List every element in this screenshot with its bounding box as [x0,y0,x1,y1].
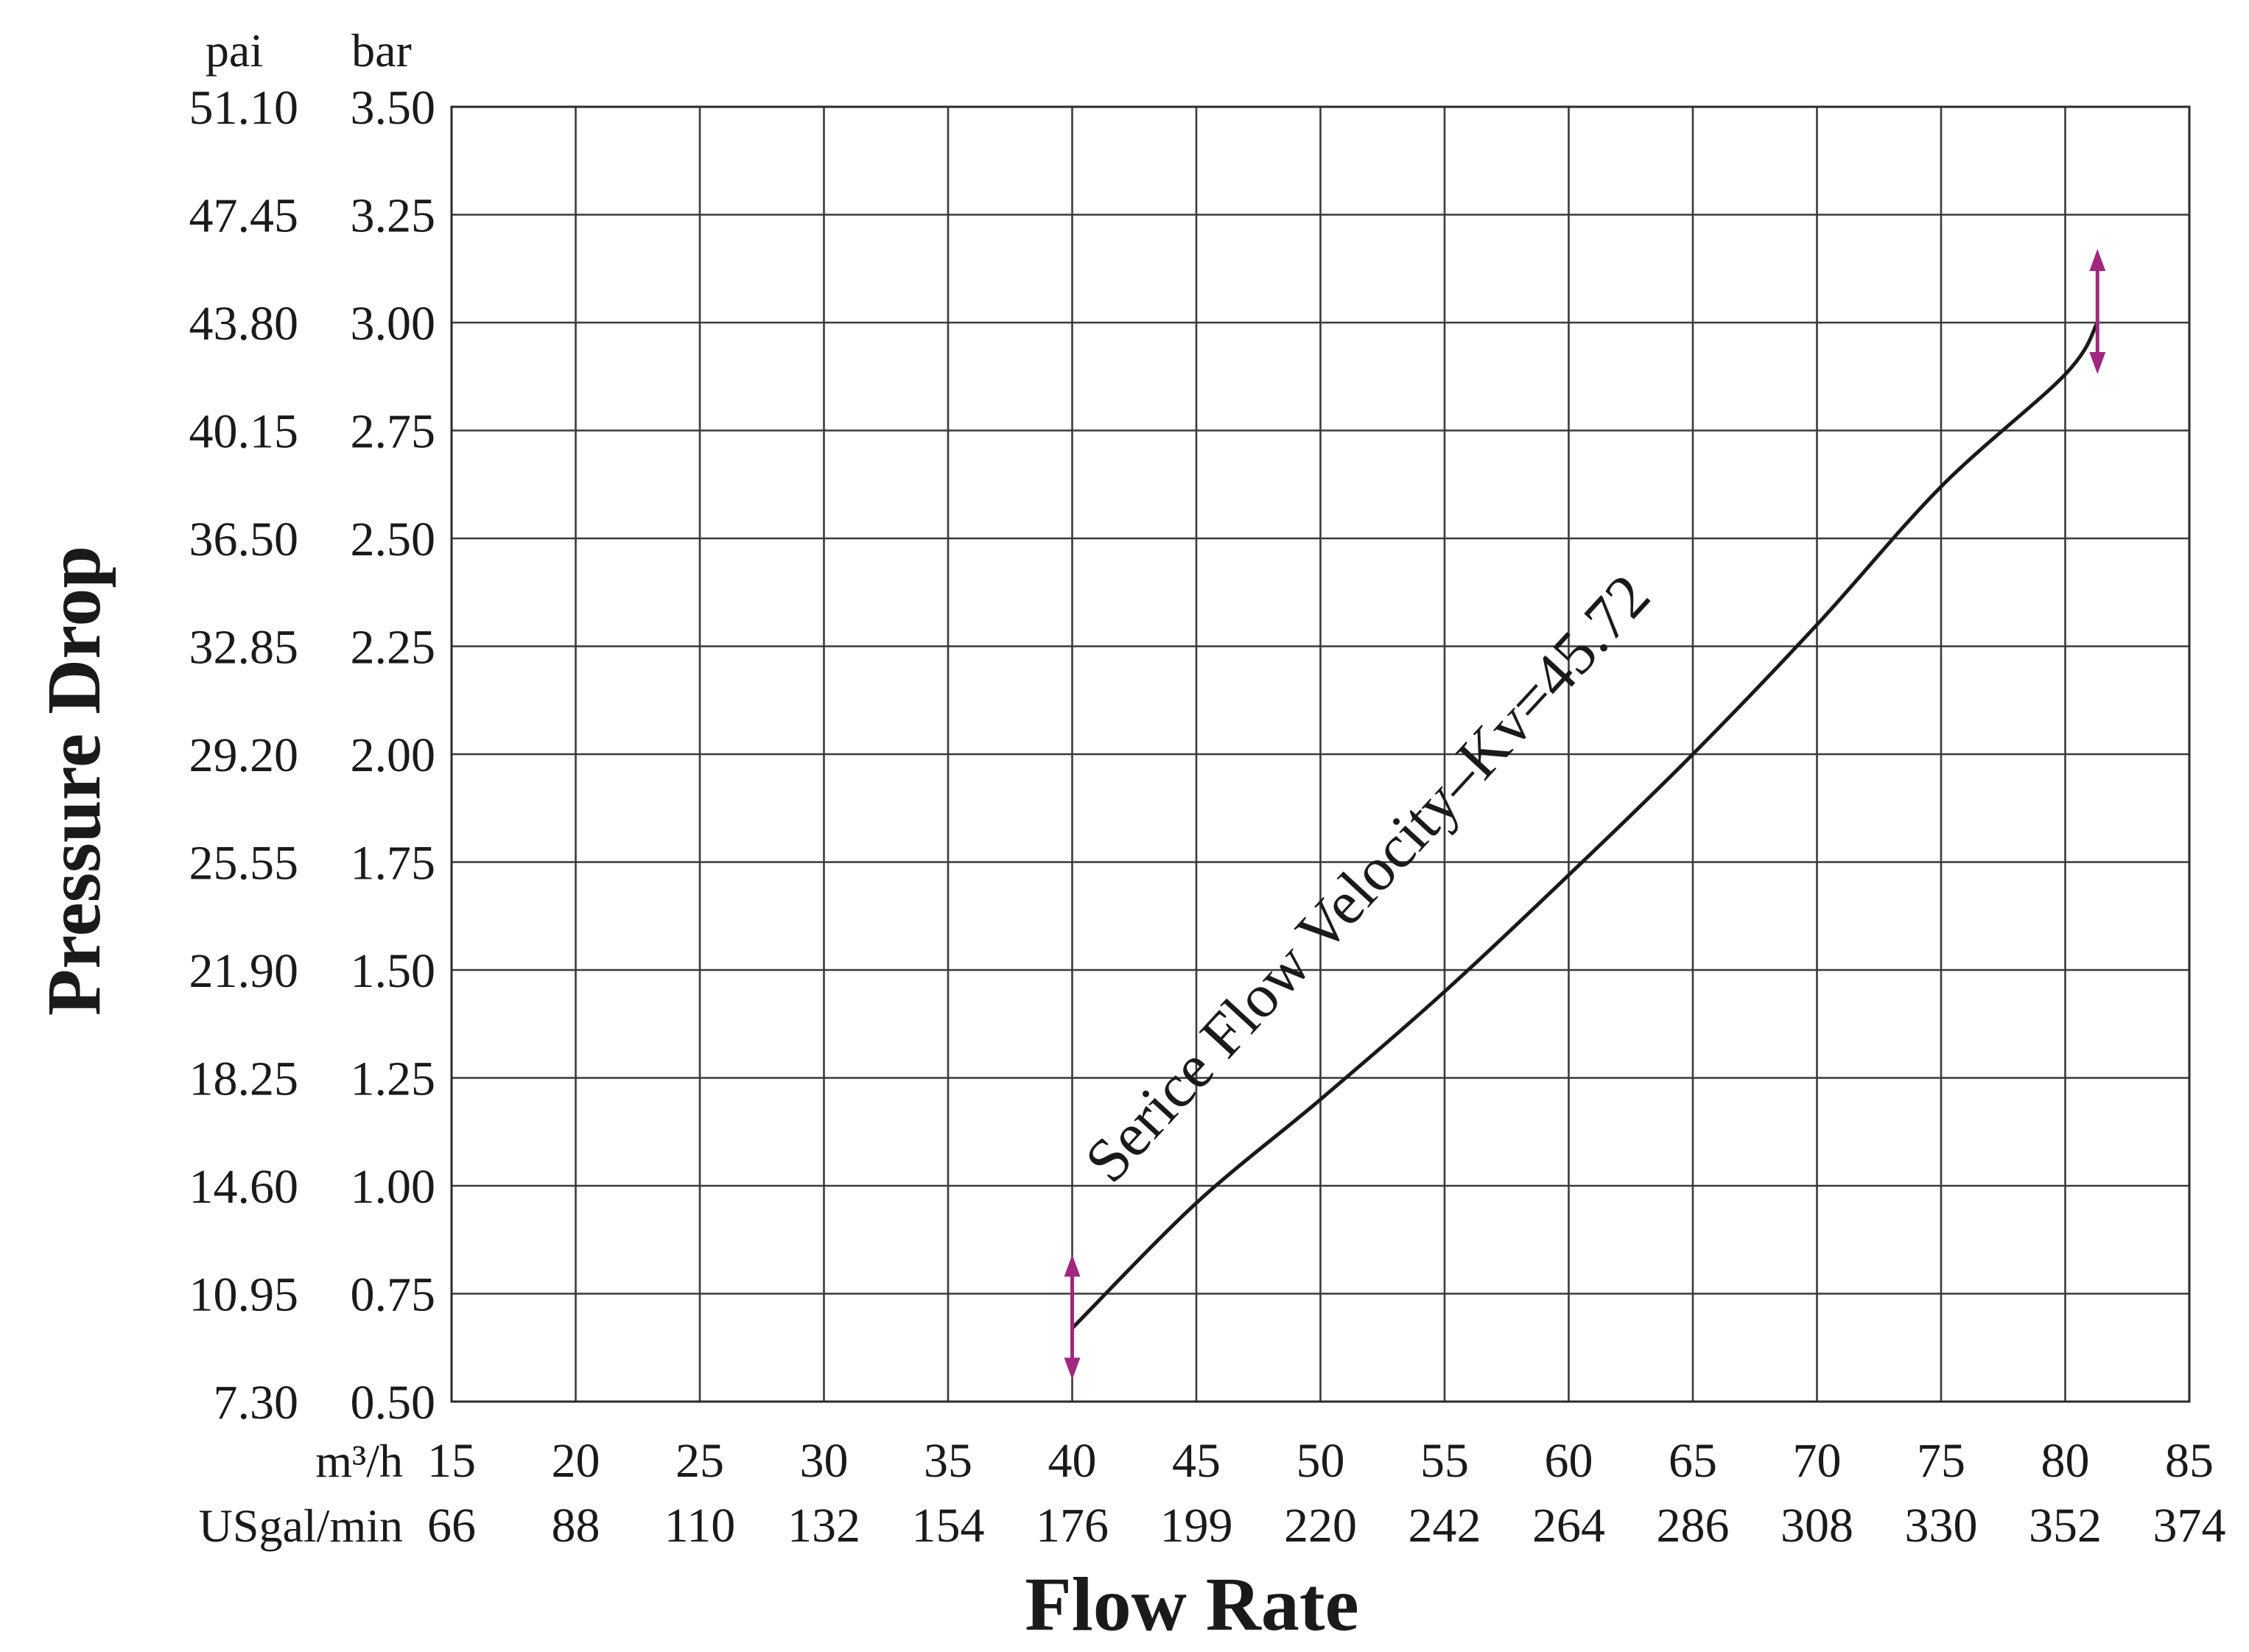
x-tick-label: 65 [1669,1434,1717,1488]
x-tick-label: 132 [787,1499,860,1553]
x-tick-label: 154 [912,1499,985,1553]
x-tick-label: 25 [676,1434,724,1488]
x-axis-title: Flow Rate [1025,1562,1358,1647]
plot-frame [450,105,2191,1403]
x-tick-label: 242 [1408,1499,1481,1553]
y-tick-label: 25.55 [189,837,299,890]
x-axis-unit: USgal/min [199,1500,403,1552]
x-tick-label: 330 [1905,1499,1978,1553]
x-tick-label: 75 [1917,1434,1965,1488]
x-tick-label: 88 [552,1499,600,1553]
y-tick-label: 3.00 [351,297,436,351]
x-tick-label: 60 [1545,1434,1593,1488]
series-line [1070,321,2099,1330]
y-tick-label: 2.00 [351,728,436,782]
y-axis-unit: pai [206,24,263,77]
x-tick-label: 20 [552,1434,600,1488]
grid-lines [450,105,2191,1403]
x-tick-label: 30 [800,1434,849,1488]
y-tick-label: 7.30 [214,1376,299,1430]
range-markers [1064,249,2106,1380]
x-tick-label: 55 [1420,1434,1469,1488]
y-tick-label: 1.25 [351,1052,436,1106]
y-tick-label: 29.20 [189,728,299,782]
x-tick-label: 199 [1160,1499,1233,1553]
y-tick-label: 51.10 [189,81,299,135]
x-tick-label: 85 [2165,1434,2214,1488]
range-marker-arrow [1064,1254,1081,1380]
y-tick-label: 1.75 [351,837,436,890]
axis-units: pai bar m³/h USgal/min [199,24,412,1552]
y-tick-label: 14.60 [189,1160,299,1214]
y-tick-label: 3.25 [351,189,436,243]
x-tick-label: 15 [427,1434,476,1488]
x-axis-unit: m³/h [315,1435,403,1487]
y-tick-label: 3.50 [351,81,436,135]
x-tick-label: 264 [1532,1499,1605,1553]
y-tick-label: 0.75 [351,1268,436,1322]
y-axis-title: Pressure Drop [32,546,116,1016]
y-tick-label: 18.25 [189,1052,299,1106]
y-tick-label: 40.15 [189,405,299,459]
x-tick-label: 176 [1036,1499,1109,1553]
x-tick-label: 352 [2029,1499,2102,1553]
y-tick-label: 0.50 [351,1376,436,1430]
curve-layer [1070,321,2099,1330]
x-tick-label: 40 [1048,1434,1097,1488]
y-tick-label: 2.75 [351,405,436,459]
x-tick-label: 35 [924,1434,972,1488]
y-tick-label: 47.45 [189,189,299,243]
x-tick-label: 110 [664,1499,736,1553]
x-tick-label: 374 [2153,1499,2226,1553]
x-tick-label: 308 [1780,1499,1853,1553]
x-tick-labels: 15 20 25 30 35 40 45 50 55 60 65 70 75 80 85 66 88 110 132… [427,1434,2226,1553]
x-tick-label: 66 [427,1499,476,1553]
x-tick-label: 286 [1657,1499,1730,1553]
y-axis-unit: bar [351,24,412,77]
x-tick-label: 80 [2041,1434,2090,1488]
x-tick-label: 50 [1297,1434,1345,1488]
y-tick-labels: 7.30 10.95 14.60 18.25 21.90 25.55 29.20 32.85 3… [189,81,436,1430]
range-marker-arrow [2089,249,2106,374]
y-tick-label: 21.90 [189,944,299,998]
y-tick-label: 1.00 [351,1160,436,1214]
y-tick-label: 36.50 [189,513,299,566]
y-tick-label: 43.80 [189,297,299,351]
series-label: Serice Flow Velocity–Kv=45.72 [1072,562,1663,1196]
y-tick-label: 2.50 [351,513,436,566]
y-tick-label: 10.95 [189,1268,299,1322]
x-tick-label: 70 [1793,1434,1842,1488]
y-tick-label: 2.25 [351,621,436,675]
x-tick-label: 220 [1284,1499,1357,1553]
x-tick-label: 45 [1172,1434,1221,1488]
y-tick-label: 32.85 [189,621,299,675]
y-tick-label: 1.50 [351,944,436,998]
